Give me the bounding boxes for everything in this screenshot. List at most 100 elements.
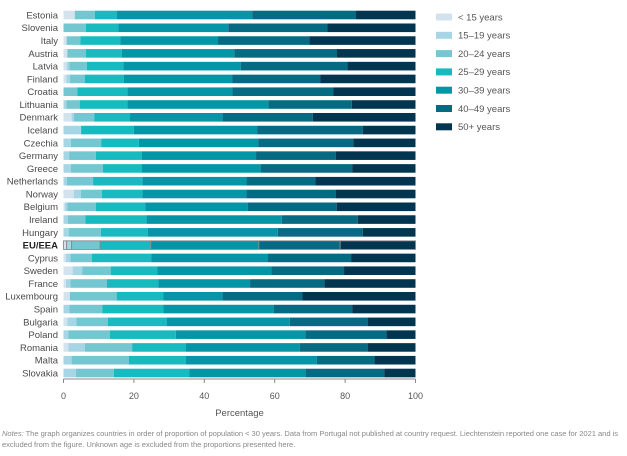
bar-segment: [352, 304, 416, 314]
category-label: Czechia: [24, 138, 59, 149]
bar-segment: [68, 330, 110, 339]
bar-segment: [63, 266, 73, 276]
bar-segment: [70, 138, 102, 148]
bar-segment: [69, 304, 103, 314]
bar-segment: [80, 189, 102, 199]
bar-row: [63, 253, 416, 263]
bar-segment: [74, 10, 95, 20]
bar-segment: [138, 138, 259, 148]
category-label: Malta: [35, 356, 59, 367]
bar-segment: [362, 125, 416, 135]
bar-segment: [63, 304, 70, 314]
bar-row: [63, 279, 416, 288]
legend-swatch: [436, 31, 452, 39]
bar-segment: [232, 74, 321, 84]
bar-segment: [246, 176, 316, 186]
bar-segment: [73, 189, 81, 199]
bar-row: [63, 151, 416, 160]
bar-segment: [234, 49, 337, 58]
legend: < 15 years 15–19 years 20–24 years 25–29 ye…: [436, 12, 511, 133]
bar-row: [63, 240, 416, 250]
category-label: Latvia: [33, 62, 59, 73]
bar-segment: [63, 164, 71, 173]
bar-segment: [357, 215, 416, 224]
bar-segment: [186, 343, 300, 352]
bar-segment: [367, 343, 416, 352]
bar-segment: [106, 279, 159, 288]
bar-row: [63, 138, 416, 148]
bar-segment: [81, 125, 134, 135]
notes-text: The graph organizes countries in order o…: [2, 429, 618, 449]
bar-segment: [258, 240, 341, 250]
bar-segment: [67, 202, 96, 212]
bar-segment: [289, 317, 368, 327]
bar-segment: [71, 355, 129, 365]
bar-segment: [336, 202, 416, 212]
bar-segment: [63, 112, 72, 122]
bar-segment: [63, 228, 69, 237]
bar-segment: [333, 87, 416, 97]
legend-label: 30–39 years: [458, 86, 511, 97]
bar-row: [63, 100, 416, 109]
bar-segment: [99, 240, 152, 250]
bar-segment: [67, 317, 77, 327]
bar-segment: [374, 355, 416, 365]
bar-segment: [299, 343, 368, 352]
bar-segment: [65, 279, 71, 288]
x-tick-label: 80: [340, 391, 350, 401]
category-label: Croatia: [27, 87, 58, 98]
legend-swatch: [436, 105, 452, 112]
bar-row: [63, 355, 416, 365]
bar-segment: [63, 36, 67, 45]
x-tick-label: 60: [270, 391, 280, 401]
bar-segment: [85, 215, 147, 224]
bar-segment: [71, 112, 75, 122]
bar-segment: [69, 291, 117, 301]
bar-segment: [93, 176, 143, 186]
bar-row: [63, 164, 416, 173]
bar-segment: [258, 138, 354, 148]
bar-segment: [76, 317, 108, 327]
bar-segment: [384, 368, 416, 378]
bar-row: [63, 202, 416, 212]
bar-segment: [335, 189, 416, 199]
bar-segment: [189, 368, 306, 378]
legend-label: 15–19 years: [458, 31, 511, 42]
bar-segment: [63, 368, 76, 378]
bar-segment: [74, 112, 95, 122]
legend-item: < 15 years: [436, 12, 503, 23]
bar-segment: [150, 240, 260, 250]
bar-segment: [63, 74, 67, 84]
category-label: Poland: [28, 330, 58, 341]
bar-segment: [63, 10, 75, 20]
bar-segment: [63, 23, 87, 33]
x-tick-label: 0: [61, 391, 66, 401]
x-tick-label: 100: [408, 391, 423, 401]
legend-label: 20–24 years: [458, 49, 511, 60]
bar-segment: [77, 87, 128, 97]
bar-segment: [63, 317, 68, 327]
category-label: Cyprus: [28, 253, 58, 264]
bar-segment: [302, 291, 416, 301]
x-axis: 0 20 40 60 80 100: [61, 378, 423, 401]
bar-segment: [305, 330, 387, 339]
bar-segment: [66, 240, 73, 250]
bar-row: [63, 215, 416, 224]
bar-segment: [312, 112, 416, 122]
bar-segment: [75, 368, 114, 378]
category-label: Slovenia: [22, 23, 59, 34]
bar-segment: [158, 279, 251, 288]
bar-segment: [63, 87, 78, 97]
bar-segment: [116, 10, 253, 20]
legend-swatch: [436, 123, 452, 131]
bar-segment: [86, 49, 122, 58]
bar-segment: [66, 36, 81, 45]
bar-segment: [128, 355, 186, 365]
bar-segment: [186, 355, 317, 365]
bar-segment: [64, 202, 68, 212]
bar-row: [63, 23, 416, 33]
bar-segment: [63, 330, 69, 339]
bar-segment: [281, 215, 358, 224]
category-label: Bulgaria: [23, 317, 59, 328]
